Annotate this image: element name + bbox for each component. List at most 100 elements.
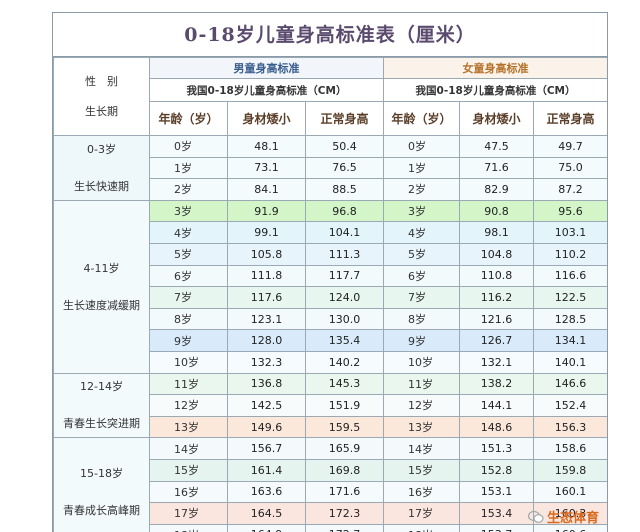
col-header-normal-female: 正常身高 bbox=[533, 101, 607, 136]
male-small-cell: 105.8 bbox=[227, 242, 306, 266]
female-normal-cell: 140.1 bbox=[533, 350, 607, 374]
male-normal-cell: 117.7 bbox=[304, 264, 385, 288]
female-small-cell: 126.7 bbox=[459, 329, 535, 352]
female-age-cell: 0岁 bbox=[383, 135, 461, 158]
male-age-cell: 3岁 bbox=[149, 199, 228, 223]
female-normal-cell: 87.2 bbox=[533, 178, 607, 201]
stage-label: 生长期 bbox=[85, 104, 118, 118]
female-normal-cell: 146.6 bbox=[533, 372, 607, 396]
male-normal-cell: 104.1 bbox=[304, 221, 385, 244]
male-normal-cell: 130.0 bbox=[304, 307, 385, 331]
female-normal-cell: 158.6 bbox=[533, 437, 607, 460]
table-row: 4-11岁 生长速度减缓期 3岁 91.9 96.8 3岁 90.8 95.6 bbox=[53, 199, 607, 374]
male-small-cell: 117.6 bbox=[227, 286, 306, 309]
female-age-cell: 7岁 bbox=[383, 286, 461, 309]
female-small-cell: 82.9 bbox=[459, 178, 535, 201]
male-age-cell: 17岁 bbox=[149, 502, 228, 525]
table-row: 2岁 84.1 88.5 2岁 82.9 87.2 bbox=[54, 178, 607, 201]
female-normal-cell: 160.1 bbox=[533, 480, 607, 504]
male-small-cell: 73.1 bbox=[227, 156, 306, 180]
female-small-cell: 110.8 bbox=[459, 264, 535, 288]
table-row: 15岁 161.4 169.8 15岁 152.8 159.8 bbox=[54, 458, 607, 482]
male-age-cell: 0岁 bbox=[149, 135, 228, 158]
col-header-age-male: 年龄（岁） bbox=[149, 101, 228, 136]
male-normal-cell: 124.0 bbox=[304, 286, 385, 309]
female-age-cell: 14岁 bbox=[383, 437, 461, 460]
table-row: 10岁 132.3 140.2 10岁 132.1 140.1 bbox=[54, 350, 607, 374]
male-small-cell: 132.3 bbox=[227, 350, 306, 374]
page-title: 0-18岁儿童身高标准表（厘米） bbox=[53, 13, 607, 57]
table-row: 18岁164.9172.718岁153.7160.6 bbox=[54, 523, 607, 532]
male-title: 男童身高标准 bbox=[148, 57, 385, 79]
female-normal-cell: 160.3 bbox=[533, 502, 607, 525]
male-normal-cell: 111.3 bbox=[304, 242, 385, 266]
female-normal-cell: 128.5 bbox=[533, 307, 607, 331]
col-header-small-male: 身材矮小 bbox=[227, 101, 306, 136]
stage-name: 生长快速期 bbox=[74, 179, 129, 193]
female-age-cell: 13岁 bbox=[383, 415, 461, 439]
male-small-cell: 164.5 bbox=[227, 502, 306, 525]
female-age-cell: 1岁 bbox=[383, 156, 461, 180]
male-small-cell: 164.9 bbox=[227, 523, 306, 532]
height-table: 性 别 生长期 男童身高标准 女童身高标准 我国0-18岁儿童身高标准（CM） … bbox=[53, 57, 607, 532]
female-age-cell: 2岁 bbox=[383, 178, 461, 201]
female-normal-cell: 95.6 bbox=[533, 199, 607, 223]
male-age-cell: 13岁 bbox=[149, 415, 228, 439]
male-normal-cell: 151.9 bbox=[304, 394, 385, 417]
height-standard-sheet: 0-18岁儿童身高标准表（厘米） 性 别 生长期 男童身高标准 女童身高标准 我… bbox=[52, 12, 608, 532]
watermark: 生态体育 bbox=[527, 507, 599, 526]
female-age-cell: 16岁 bbox=[383, 480, 461, 504]
male-small-cell: 136.8 bbox=[227, 372, 306, 396]
table-row: 1岁 73.1 76.5 1岁 71.6 75.0 bbox=[54, 156, 607, 180]
male-small-cell: 99.1 bbox=[227, 221, 306, 244]
male-age-cell: 8岁 bbox=[149, 307, 228, 331]
male-small-cell: 128.0 bbox=[227, 329, 306, 352]
stage-range: 4-11岁 bbox=[83, 261, 120, 275]
female-age-cell: 10岁 bbox=[383, 350, 461, 374]
male-normal-cell: 140.2 bbox=[304, 350, 385, 374]
male-normal-cell: 135.4 bbox=[304, 329, 385, 352]
stage-cell: 0-3岁生长快速期 bbox=[53, 135, 150, 201]
female-small-cell: 121.6 bbox=[459, 307, 535, 331]
male-normal-cell: 50.4 bbox=[304, 135, 385, 158]
male-small-cell: 149.6 bbox=[227, 415, 306, 439]
col-header-age-female: 年龄（岁） bbox=[383, 101, 461, 136]
male-age-cell: 4岁 bbox=[149, 221, 228, 244]
female-age-cell: 17岁 bbox=[383, 502, 461, 525]
male-normal-cell: 159.5 bbox=[304, 415, 385, 439]
female-normal-cell: 75.0 bbox=[533, 156, 607, 180]
female-subtitle: 我国0-18岁儿童身高标准（CM） bbox=[383, 78, 607, 102]
female-small-cell: 144.1 bbox=[459, 394, 535, 417]
table-row: 4岁 99.1 104.1 4岁 98.1 103.1 bbox=[54, 221, 607, 244]
male-normal-cell: 145.3 bbox=[304, 372, 385, 396]
male-small-cell: 111.8 bbox=[227, 264, 306, 288]
table-row: 6岁 111.8 117.7 6岁 110.8 116.6 bbox=[54, 264, 607, 288]
male-age-cell: 14岁 bbox=[149, 437, 228, 460]
col-header-normal-male: 正常身高 bbox=[304, 101, 385, 136]
male-age-cell: 1岁 bbox=[149, 156, 228, 180]
female-age-cell: 4岁 bbox=[383, 221, 461, 244]
male-age-cell: 18岁 bbox=[149, 523, 228, 532]
male-normal-cell: 76.5 bbox=[304, 156, 385, 180]
female-age-cell: 11岁 bbox=[383, 372, 461, 396]
stage-cell: 4-11岁生长速度减缓期 bbox=[53, 199, 150, 374]
female-normal-cell: 116.6 bbox=[533, 264, 607, 288]
female-age-cell: 8岁 bbox=[383, 307, 461, 331]
table-row: 7岁 117.6 124.0 7岁 116.2 122.5 bbox=[54, 286, 607, 309]
male-small-cell: 156.7 bbox=[227, 437, 306, 460]
male-normal-cell: 172.7 bbox=[304, 523, 385, 532]
male-small-cell: 163.6 bbox=[227, 480, 306, 504]
female-age-cell: 15岁 bbox=[383, 458, 461, 482]
female-normal-cell: 103.1 bbox=[533, 221, 607, 244]
female-small-cell: 153.4 bbox=[459, 502, 535, 525]
col-header-small-female: 身材矮小 bbox=[459, 101, 535, 136]
stage-range: 0-3岁 bbox=[87, 142, 116, 156]
stage-name: 青春生长突进期 bbox=[63, 417, 140, 431]
table-row: 15-18岁 青春成长高峰期 14岁 156.7 165.9 14岁 151.3 158.6 bbox=[53, 437, 607, 532]
female-title: 女童身高标准 bbox=[383, 57, 607, 79]
stage-name: 生长速度减缓期 bbox=[63, 298, 140, 312]
male-normal-cell: 96.8 bbox=[304, 199, 385, 223]
female-normal-cell: 159.8 bbox=[533, 458, 607, 482]
female-age-cell: 5岁 bbox=[383, 242, 461, 266]
female-normal-cell: 156.3 bbox=[533, 415, 607, 439]
